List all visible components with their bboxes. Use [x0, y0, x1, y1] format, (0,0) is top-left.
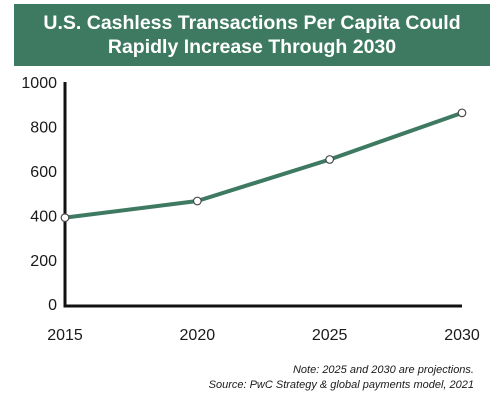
data-point: [192, 196, 202, 206]
x-tick-label: 2020: [180, 327, 216, 344]
data-point: [60, 213, 70, 223]
chart-title-line-2: Rapidly Increase Through 2030: [107, 36, 397, 58]
y-tick-label: 1000: [21, 75, 57, 92]
source-note: Source: PwC Strategy & global payments m…: [208, 379, 474, 391]
y-tick-label: 600: [30, 164, 57, 181]
chart-title-line-1: U.S. Cashless Transactions Per Capita Co…: [43, 12, 461, 34]
title-banner: U.S. Cashless Transactions Per Capita Co…: [14, 4, 490, 66]
series-group: [60, 108, 467, 223]
y-tick-label: 200: [30, 253, 57, 270]
series-line: [63, 110, 464, 220]
x-tick-label: 2015: [47, 327, 83, 344]
y-tick-label: 0: [48, 297, 57, 314]
data-point: [325, 155, 335, 164]
data-point: [457, 108, 467, 118]
y-tick-label: 800: [30, 120, 57, 137]
x-tick-label: 2030: [444, 327, 480, 344]
projection-note: Note: 2025 and 2030 are projections.: [292, 364, 474, 376]
y-axis-ticks: 0 200 400 600 800 1000: [21, 75, 57, 314]
y-tick-label: 400: [30, 208, 57, 225]
x-axis-ticks: 2015 2020 2025 2030: [47, 327, 480, 344]
x-tick-label: 2025: [312, 327, 348, 344]
